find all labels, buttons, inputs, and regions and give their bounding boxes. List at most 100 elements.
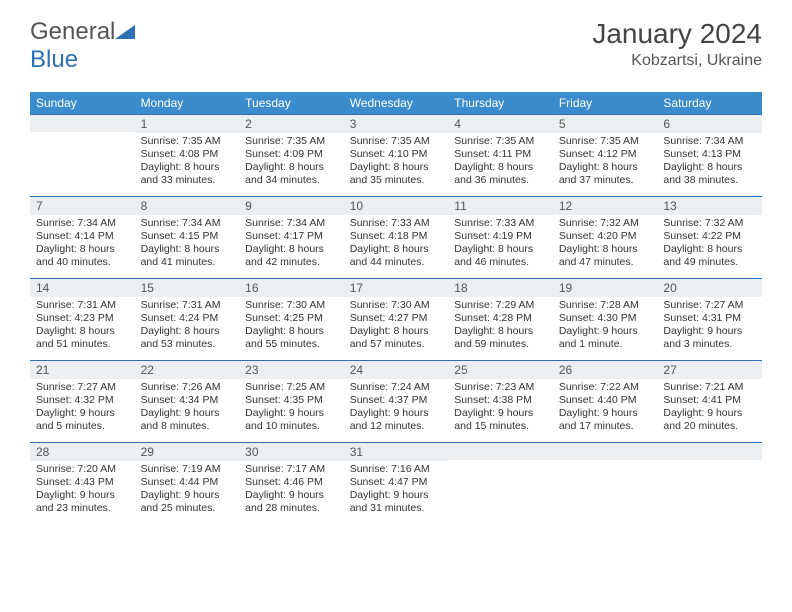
day-number: 12 [553, 197, 658, 215]
day-cell: 10Sunrise: 7:33 AMSunset: 4:18 PMDayligh… [344, 196, 449, 278]
sunrise-text: Sunrise: 7:27 AM [663, 299, 756, 312]
day-number: 17 [344, 279, 449, 297]
sunset-text: Sunset: 4:17 PM [245, 230, 338, 243]
day-content: Sunrise: 7:31 AMSunset: 4:23 PMDaylight:… [30, 297, 135, 356]
day-number [553, 443, 658, 460]
day-cell: 4Sunrise: 7:35 AMSunset: 4:11 PMDaylight… [448, 114, 553, 196]
daylight-text: Daylight: 9 hours and 23 minutes. [36, 489, 129, 515]
day-cell: 5Sunrise: 7:35 AMSunset: 4:12 PMDaylight… [553, 114, 658, 196]
daylight-text: Daylight: 8 hours and 51 minutes. [36, 325, 129, 351]
daylight-text: Daylight: 8 hours and 57 minutes. [350, 325, 443, 351]
day-content: Sunrise: 7:25 AMSunset: 4:35 PMDaylight:… [239, 379, 344, 438]
day-cell: 29Sunrise: 7:19 AMSunset: 4:44 PMDayligh… [135, 442, 240, 524]
sunset-text: Sunset: 4:10 PM [350, 148, 443, 161]
day-content: Sunrise: 7:23 AMSunset: 4:38 PMDaylight:… [448, 379, 553, 438]
sunset-text: Sunset: 4:31 PM [663, 312, 756, 325]
day-number: 1 [135, 115, 240, 133]
sunset-text: Sunset: 4:22 PM [663, 230, 756, 243]
day-content: Sunrise: 7:32 AMSunset: 4:20 PMDaylight:… [553, 215, 658, 274]
daylight-text: Daylight: 8 hours and 42 minutes. [245, 243, 338, 269]
daylight-text: Daylight: 9 hours and 15 minutes. [454, 407, 547, 433]
day-number [30, 115, 135, 132]
weekday-header: Saturday [657, 92, 762, 114]
day-number: 29 [135, 443, 240, 461]
sunrise-text: Sunrise: 7:33 AM [454, 217, 547, 230]
day-content: Sunrise: 7:34 AMSunset: 4:13 PMDaylight:… [657, 133, 762, 192]
day-cell: 11Sunrise: 7:33 AMSunset: 4:19 PMDayligh… [448, 196, 553, 278]
sunset-text: Sunset: 4:13 PM [663, 148, 756, 161]
day-content: Sunrise: 7:29 AMSunset: 4:28 PMDaylight:… [448, 297, 553, 356]
sunset-text: Sunset: 4:43 PM [36, 476, 129, 489]
sunset-text: Sunset: 4:47 PM [350, 476, 443, 489]
week-row: 14Sunrise: 7:31 AMSunset: 4:23 PMDayligh… [30, 278, 762, 360]
sunrise-text: Sunrise: 7:34 AM [36, 217, 129, 230]
logo-triangle-icon [115, 18, 135, 46]
day-content: Sunrise: 7:32 AMSunset: 4:22 PMDaylight:… [657, 215, 762, 274]
daylight-text: Daylight: 9 hours and 25 minutes. [141, 489, 234, 515]
weekday-header: Friday [553, 92, 658, 114]
daylight-text: Daylight: 8 hours and 34 minutes. [245, 161, 338, 187]
day-content: Sunrise: 7:27 AMSunset: 4:32 PMDaylight:… [30, 379, 135, 438]
daylight-text: Daylight: 8 hours and 44 minutes. [350, 243, 443, 269]
sunset-text: Sunset: 4:08 PM [141, 148, 234, 161]
day-content: Sunrise: 7:20 AMSunset: 4:43 PMDaylight:… [30, 461, 135, 520]
day-cell: 30Sunrise: 7:17 AMSunset: 4:46 PMDayligh… [239, 442, 344, 524]
sunset-text: Sunset: 4:37 PM [350, 394, 443, 407]
sunrise-text: Sunrise: 7:23 AM [454, 381, 547, 394]
day-cell: 19Sunrise: 7:28 AMSunset: 4:30 PMDayligh… [553, 278, 658, 360]
sunset-text: Sunset: 4:12 PM [559, 148, 652, 161]
daylight-text: Daylight: 8 hours and 40 minutes. [36, 243, 129, 269]
logo-text: GeneralBlue [30, 18, 135, 74]
day-number: 23 [239, 361, 344, 379]
month-title: January 2024 [592, 18, 762, 50]
daylight-text: Daylight: 9 hours and 10 minutes. [245, 407, 338, 433]
day-content: Sunrise: 7:28 AMSunset: 4:30 PMDaylight:… [553, 297, 658, 356]
sunset-text: Sunset: 4:15 PM [141, 230, 234, 243]
day-cell [30, 114, 135, 196]
sunrise-text: Sunrise: 7:17 AM [245, 463, 338, 476]
day-number: 5 [553, 115, 658, 133]
day-cell: 1Sunrise: 7:35 AMSunset: 4:08 PMDaylight… [135, 114, 240, 196]
daylight-text: Daylight: 9 hours and 20 minutes. [663, 407, 756, 433]
sunset-text: Sunset: 4:40 PM [559, 394, 652, 407]
day-number: 28 [30, 443, 135, 461]
daylight-text: Daylight: 8 hours and 36 minutes. [454, 161, 547, 187]
day-content: Sunrise: 7:35 AMSunset: 4:08 PMDaylight:… [135, 133, 240, 192]
day-number: 15 [135, 279, 240, 297]
sunset-text: Sunset: 4:35 PM [245, 394, 338, 407]
day-cell: 14Sunrise: 7:31 AMSunset: 4:23 PMDayligh… [30, 278, 135, 360]
day-number: 7 [30, 197, 135, 215]
sunrise-text: Sunrise: 7:34 AM [141, 217, 234, 230]
daylight-text: Daylight: 9 hours and 3 minutes. [663, 325, 756, 351]
logo: GeneralBlue [30, 18, 135, 74]
sunset-text: Sunset: 4:46 PM [245, 476, 338, 489]
day-number: 25 [448, 361, 553, 379]
sunset-text: Sunset: 4:23 PM [36, 312, 129, 325]
logo-part1: General [30, 18, 115, 45]
sunrise-text: Sunrise: 7:35 AM [454, 135, 547, 148]
day-number: 19 [553, 279, 658, 297]
day-cell: 9Sunrise: 7:34 AMSunset: 4:17 PMDaylight… [239, 196, 344, 278]
day-cell [448, 442, 553, 524]
day-number: 14 [30, 279, 135, 297]
daylight-text: Daylight: 8 hours and 38 minutes. [663, 161, 756, 187]
day-cell: 26Sunrise: 7:22 AMSunset: 4:40 PMDayligh… [553, 360, 658, 442]
daylight-text: Daylight: 8 hours and 53 minutes. [141, 325, 234, 351]
day-cell [553, 442, 658, 524]
sunrise-text: Sunrise: 7:30 AM [350, 299, 443, 312]
day-content: Sunrise: 7:16 AMSunset: 4:47 PMDaylight:… [344, 461, 449, 520]
daylight-text: Daylight: 8 hours and 41 minutes. [141, 243, 234, 269]
sunset-text: Sunset: 4:28 PM [454, 312, 547, 325]
sunset-text: Sunset: 4:09 PM [245, 148, 338, 161]
day-cell: 2Sunrise: 7:35 AMSunset: 4:09 PMDaylight… [239, 114, 344, 196]
day-content: Sunrise: 7:30 AMSunset: 4:27 PMDaylight:… [344, 297, 449, 356]
daylight-text: Daylight: 9 hours and 28 minutes. [245, 489, 338, 515]
day-number: 2 [239, 115, 344, 133]
sunrise-text: Sunrise: 7:35 AM [141, 135, 234, 148]
sunrise-text: Sunrise: 7:35 AM [350, 135, 443, 148]
day-content: Sunrise: 7:33 AMSunset: 4:19 PMDaylight:… [448, 215, 553, 274]
sunrise-text: Sunrise: 7:20 AM [36, 463, 129, 476]
day-content: Sunrise: 7:34 AMSunset: 4:17 PMDaylight:… [239, 215, 344, 274]
day-number [657, 443, 762, 460]
sunset-text: Sunset: 4:38 PM [454, 394, 547, 407]
